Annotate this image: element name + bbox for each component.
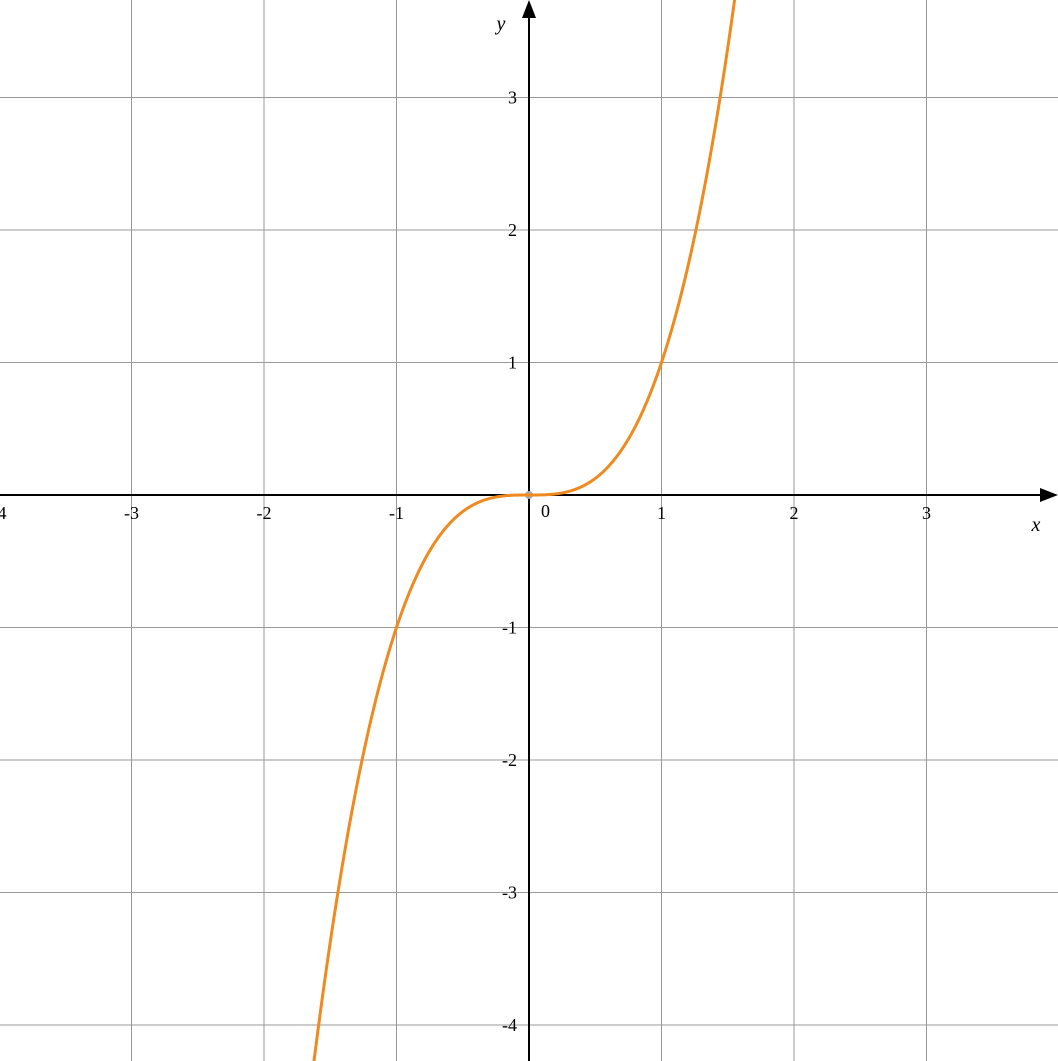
x-axis-label: x (1031, 514, 1041, 536)
x-tick-label: 2 (790, 503, 799, 523)
x-tick-label: -4 (0, 503, 7, 523)
x-tick-label: 3 (922, 503, 931, 523)
x-tick-label: 1 (657, 503, 666, 523)
y-tick-label: -2 (502, 750, 517, 770)
chart-svg: -4 -3 -2 -1 1 2 3 -4 -3 -2 -1 1 2 3 0 x y (0, 0, 1058, 1061)
y-axis-label: y (495, 13, 506, 35)
y-tick-label: 2 (508, 220, 517, 240)
origin-label: 0 (541, 501, 550, 521)
x-tick-label: -2 (257, 503, 272, 523)
y-tick-label: -3 (502, 883, 517, 903)
x-tick-label: -3 (124, 503, 139, 523)
y-tick-label: -4 (502, 1015, 517, 1035)
y-tick-label: -1 (502, 618, 517, 638)
y-tick-label: 3 (508, 88, 517, 108)
x-tick-label: -1 (389, 503, 404, 523)
chart-container: -4 -3 -2 -1 1 2 3 -4 -3 -2 -1 1 2 3 0 x y (0, 0, 1058, 1061)
y-tick-label: 1 (508, 353, 517, 373)
